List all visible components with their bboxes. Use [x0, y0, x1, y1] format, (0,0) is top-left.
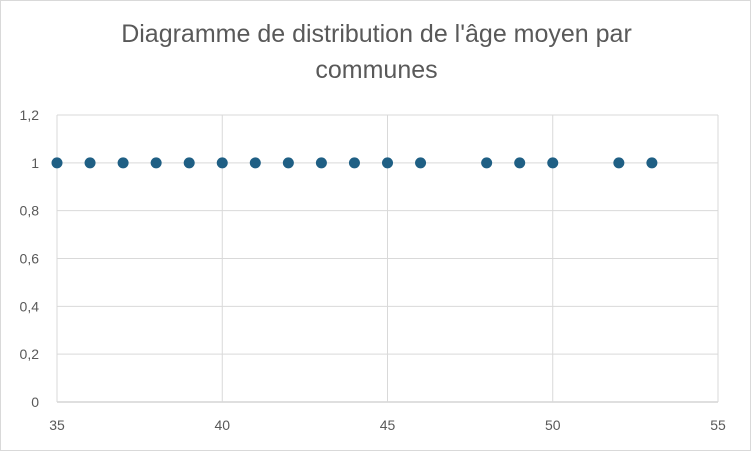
point-layer	[51, 157, 658, 169]
data-point	[613, 157, 625, 169]
y-tick-label: 1,2	[20, 107, 40, 123]
data-point	[183, 157, 195, 169]
x-tick-label: 45	[380, 417, 396, 433]
y-tick-label: 0,4	[20, 298, 40, 314]
data-point	[216, 157, 228, 169]
chart-title-line-2: communes	[315, 56, 438, 84]
data-point	[481, 157, 493, 169]
x-tick-label: 50	[545, 417, 561, 433]
y-tick-label: 0	[31, 394, 39, 410]
data-point	[315, 157, 327, 169]
data-point	[382, 157, 393, 169]
data-point	[84, 157, 96, 169]
x-tick-label: 35	[49, 417, 65, 433]
data-point	[51, 157, 63, 169]
data-point	[249, 157, 261, 169]
data-point	[415, 157, 427, 169]
chart-title-line-1: Diagramme de distribution de l'âge moyen…	[121, 20, 632, 48]
x-tick-label: 55	[710, 417, 726, 433]
data-point	[282, 157, 294, 169]
chart-title: Diagramme de distribution de l'âge moyen…	[0, 16, 753, 88]
y-tick-label: 0,2	[20, 346, 40, 362]
y-tick-label: 0,8	[20, 203, 40, 219]
data-point	[117, 157, 129, 169]
data-point	[514, 157, 526, 169]
data-point	[646, 157, 658, 169]
y-tick-label: 1	[31, 155, 39, 171]
data-point	[150, 157, 162, 169]
x-tick-label: 40	[214, 417, 230, 433]
data-point	[348, 157, 360, 169]
y-tick-label: 0,6	[20, 251, 40, 267]
data-point	[547, 157, 559, 169]
axis-label-layer: 0 0,2 0,4 0,6 0,8 1 1,2 35 40 45 50 55	[20, 107, 726, 433]
